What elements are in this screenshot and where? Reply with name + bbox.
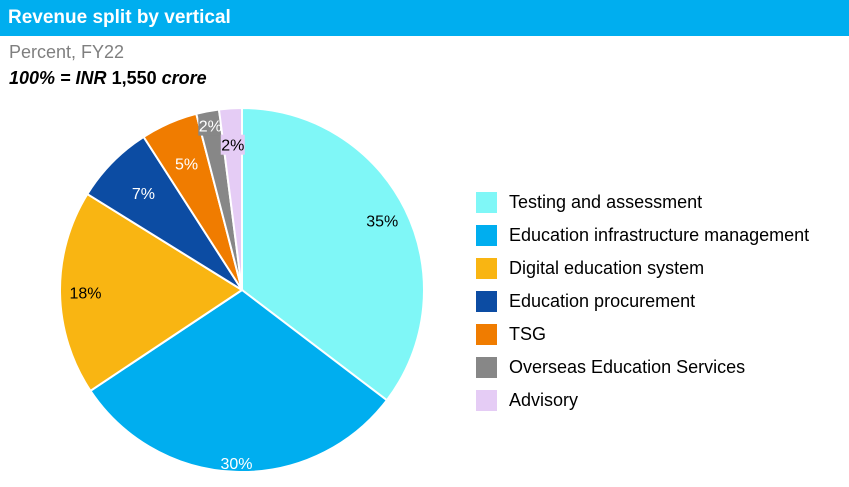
pie-slice-label: 2% — [199, 119, 222, 136]
legend: Testing and assessment Education infrastr… — [476, 186, 809, 417]
total-value: 1,550 — [111, 68, 157, 88]
legend-swatch — [476, 291, 497, 312]
pie-slice — [89, 288, 389, 473]
pie-slice-label: 2% — [221, 138, 244, 155]
legend-label: TSG — [509, 324, 547, 344]
legend-swatch — [476, 192, 497, 213]
legend-item: Digital education system — [476, 252, 809, 285]
legend-label: Advisory — [509, 390, 579, 410]
total-prefix: 100% = INR — [9, 68, 107, 88]
legend-label: Testing and assessment — [509, 192, 703, 212]
legend-label: Overseas Education Services — [509, 357, 746, 377]
legend-item: Testing and assessment — [476, 186, 809, 219]
pie-slice-label: 35% — [366, 213, 398, 230]
chart-header: Revenue split by vertical — [0, 0, 849, 36]
pie-slice — [241, 106, 425, 402]
legend-swatch — [476, 390, 497, 411]
total-label: 100% = INR 1,550 crore — [9, 68, 207, 89]
pie-slice-label: 30% — [220, 456, 252, 473]
legend-swatch — [476, 357, 497, 378]
pie-slice — [59, 192, 244, 393]
legend-label: Digital education system — [509, 258, 705, 278]
legend-swatch — [476, 324, 497, 345]
legend-item: TSG — [476, 318, 809, 351]
pie-slice-label: 7% — [132, 186, 155, 203]
pie-slice-label: 5% — [175, 156, 198, 173]
legend-swatch — [476, 225, 497, 246]
pie-label-background — [198, 115, 223, 136]
chart-title: Revenue split by vertical — [8, 7, 231, 28]
chart-subtitle: Percent, FY22 — [9, 42, 125, 62]
legend-label: Education infrastructure management — [509, 225, 810, 245]
total-suffix: crore — [161, 68, 207, 88]
pie-slice-label: 18% — [69, 285, 101, 302]
pie-label-background — [220, 134, 245, 155]
legend-item: Advisory — [476, 384, 809, 417]
legend-swatch — [476, 258, 497, 279]
legend-item: Education procurement — [476, 285, 809, 318]
legend-label: Education procurement — [509, 291, 696, 311]
legend-item: Education infrastructure management — [476, 219, 809, 252]
legend-item: Overseas Education Services — [476, 351, 809, 384]
